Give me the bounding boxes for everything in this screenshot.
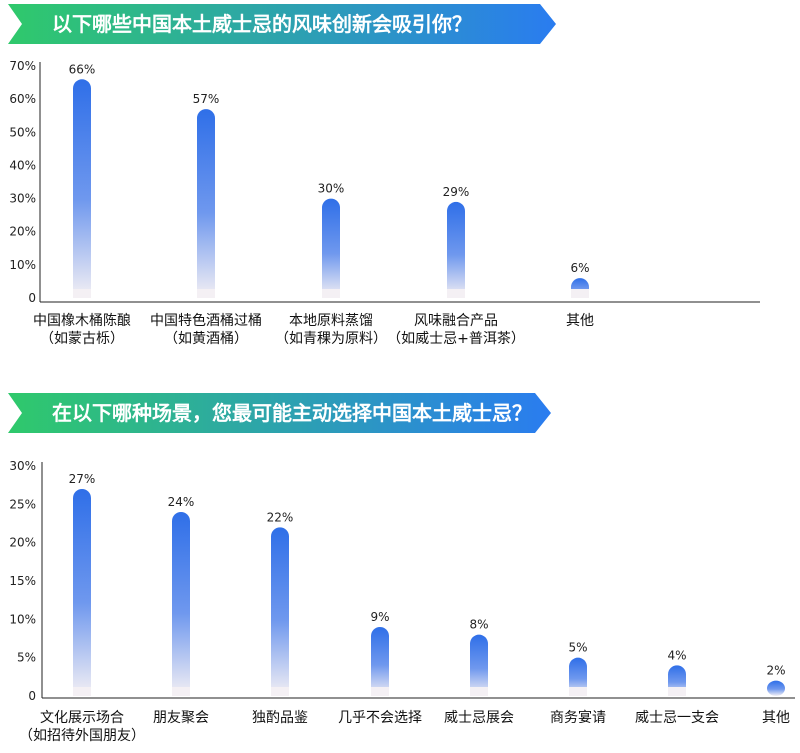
- c2-value-label-0: 27%: [69, 472, 96, 486]
- c2-value-label-5: 5%: [568, 641, 587, 655]
- c1-y-tick-0: 0: [28, 291, 36, 305]
- c2-bar-3: [371, 627, 389, 696]
- c1-y-tick-2: 20%: [9, 225, 36, 239]
- c2-value-label-7: 2%: [766, 664, 785, 678]
- c1-category-label-1-1: （如黄酒桶）: [164, 330, 248, 347]
- c2-category-label-5-0: 商务宴请: [550, 709, 606, 726]
- c1-bar-base-4: [571, 289, 589, 298]
- c1-y-tick-4: 40%: [9, 158, 36, 172]
- c2-value-label-3: 9%: [370, 610, 389, 624]
- c2-bar-base-5: [569, 687, 587, 696]
- c2-bar-7: [767, 680, 785, 696]
- c1-bar-0: [73, 79, 91, 298]
- c2-bar-base-3: [371, 687, 389, 696]
- c2-y-tick-1: 5%: [17, 651, 36, 665]
- c1-category-label-2-0: 本地原料蒸馏: [289, 313, 373, 329]
- c1-y-tick-3: 30%: [9, 192, 36, 206]
- c2-bar-base-0: [73, 687, 91, 696]
- c1-bar-1: [197, 109, 215, 298]
- c2-value-label-4: 8%: [469, 618, 488, 632]
- c1-category-label-2-1: （如青稞为原料）: [275, 331, 387, 347]
- c2-y-tick-3: 15%: [9, 574, 36, 588]
- chart-2-y-ticks: 0 5% 10% 15% 20% 25% 30%: [9, 459, 36, 703]
- c1-bar-2: [322, 198, 340, 298]
- c2-y-tick-2: 10%: [9, 612, 36, 626]
- chart-1: 以下哪些中国本土威士忌的风味创新会吸引你？ 0 10% 20% 30% 40% 50% 60…: [8, 4, 760, 347]
- c2-category-label-3-0: 几乎不会选择: [338, 710, 422, 726]
- c1-bar-base-1: [197, 289, 215, 298]
- c1-category-label-0-1: （如蒙古栎）: [40, 331, 124, 347]
- chart-1-category-labels: 中国橡木桶陈酿 （如蒙古栎） 中国特色酒桶过桶（如黄酒桶） 本地原料蒸馏 （如青稞为原料…: [33, 312, 594, 347]
- chart-2: 在以下哪种场景，您最可能主动选择中国本土威士忌？ 0 5% 10% 15% 20% 25%…: [8, 393, 795, 744]
- chart-1-value-labels: 66% 57% 30% 29% 6%: [69, 62, 590, 275]
- c1-category-label-1-0: 中国特色酒桶过桶: [150, 312, 262, 329]
- c1-value-label-1: 57%: [193, 92, 220, 106]
- c2-bar-4: [470, 634, 488, 696]
- chart-1-title: 以下哪些中国本土威士忌的风味创新会吸引你？: [52, 12, 472, 36]
- c2-y-tick-5: 25%: [9, 497, 36, 511]
- c2-value-label-6: 4%: [667, 648, 686, 662]
- c2-category-label-0-0: 文化展示场合: [40, 710, 124, 726]
- c2-bar-base-1: [172, 687, 190, 696]
- c1-bar-3: [447, 201, 465, 298]
- c2-category-label-7-0: 其他: [762, 710, 790, 726]
- c1-y-tick-5: 50%: [9, 125, 36, 139]
- c1-bar-base-0: [73, 289, 91, 298]
- c2-y-tick-0: 0: [28, 689, 36, 703]
- c2-category-label-4-0: 威士忌展会: [444, 710, 514, 726]
- chart-2-category-labels: 文化展示场合 （如招待外国朋友） 朋友聚会 独酌品鉴 几乎不会选择 威士忌展会 商务宴请 威士…: [19, 709, 790, 744]
- c1-y-tick-6: 60%: [9, 92, 36, 106]
- c1-value-label-0: 66%: [69, 62, 96, 76]
- c2-category-label-2-0: 独酌品鉴: [252, 710, 308, 726]
- chart-2-value-labels: 27% 24% 22% 9% 8% 5% 4% 2%: [69, 472, 786, 678]
- c1-value-label-3: 29%: [443, 185, 470, 199]
- c2-bar-base-4: [470, 687, 488, 696]
- c2-category-label-6-0: 威士忌一支会: [635, 710, 719, 726]
- chart-1-bars: [73, 79, 589, 298]
- c1-category-label-3-0: 风味融合产品: [414, 313, 498, 329]
- c2-value-label-1: 24%: [168, 495, 195, 509]
- c2-bar-1: [172, 512, 190, 696]
- chart-2-title: 在以下哪种场景，您最可能主动选择中国本土威士忌？: [52, 401, 532, 425]
- c2-bar-5: [569, 657, 587, 696]
- chart-2-title-banner: [8, 393, 551, 433]
- c2-bar-base-6: [668, 687, 686, 696]
- chart-1-y-ticks: 0 10% 20% 30% 40% 50% 60% 70%: [9, 59, 36, 305]
- chart-1-title-banner: [8, 4, 556, 44]
- c2-y-tick-6: 30%: [9, 459, 36, 473]
- c1-bar-base-2: [322, 289, 340, 298]
- c2-y-tick-4: 20%: [9, 536, 36, 550]
- c1-category-label-0-0: 中国橡木桶陈酿: [33, 312, 131, 329]
- c1-value-label-4: 6%: [570, 261, 589, 275]
- c2-category-label-0-1: （如招待外国朋友）: [19, 728, 145, 744]
- c1-bar-base-3: [447, 289, 465, 298]
- c2-bar-0: [73, 489, 91, 696]
- c1-value-label-2: 30%: [318, 182, 345, 196]
- c2-bar-base-2: [271, 687, 289, 696]
- c2-category-label-1-0: 朋友聚会: [153, 710, 209, 726]
- c1-category-label-4-0: 其他: [566, 313, 594, 329]
- c2-bar-2: [271, 527, 289, 696]
- chart-2-bars: [73, 489, 785, 696]
- c1-category-label-3-1: （如威士忌+普洱茶）: [387, 331, 525, 347]
- c1-y-tick-7: 70%: [9, 59, 36, 73]
- c1-y-tick-1: 10%: [9, 258, 36, 272]
- c2-value-label-2: 22%: [267, 510, 294, 524]
